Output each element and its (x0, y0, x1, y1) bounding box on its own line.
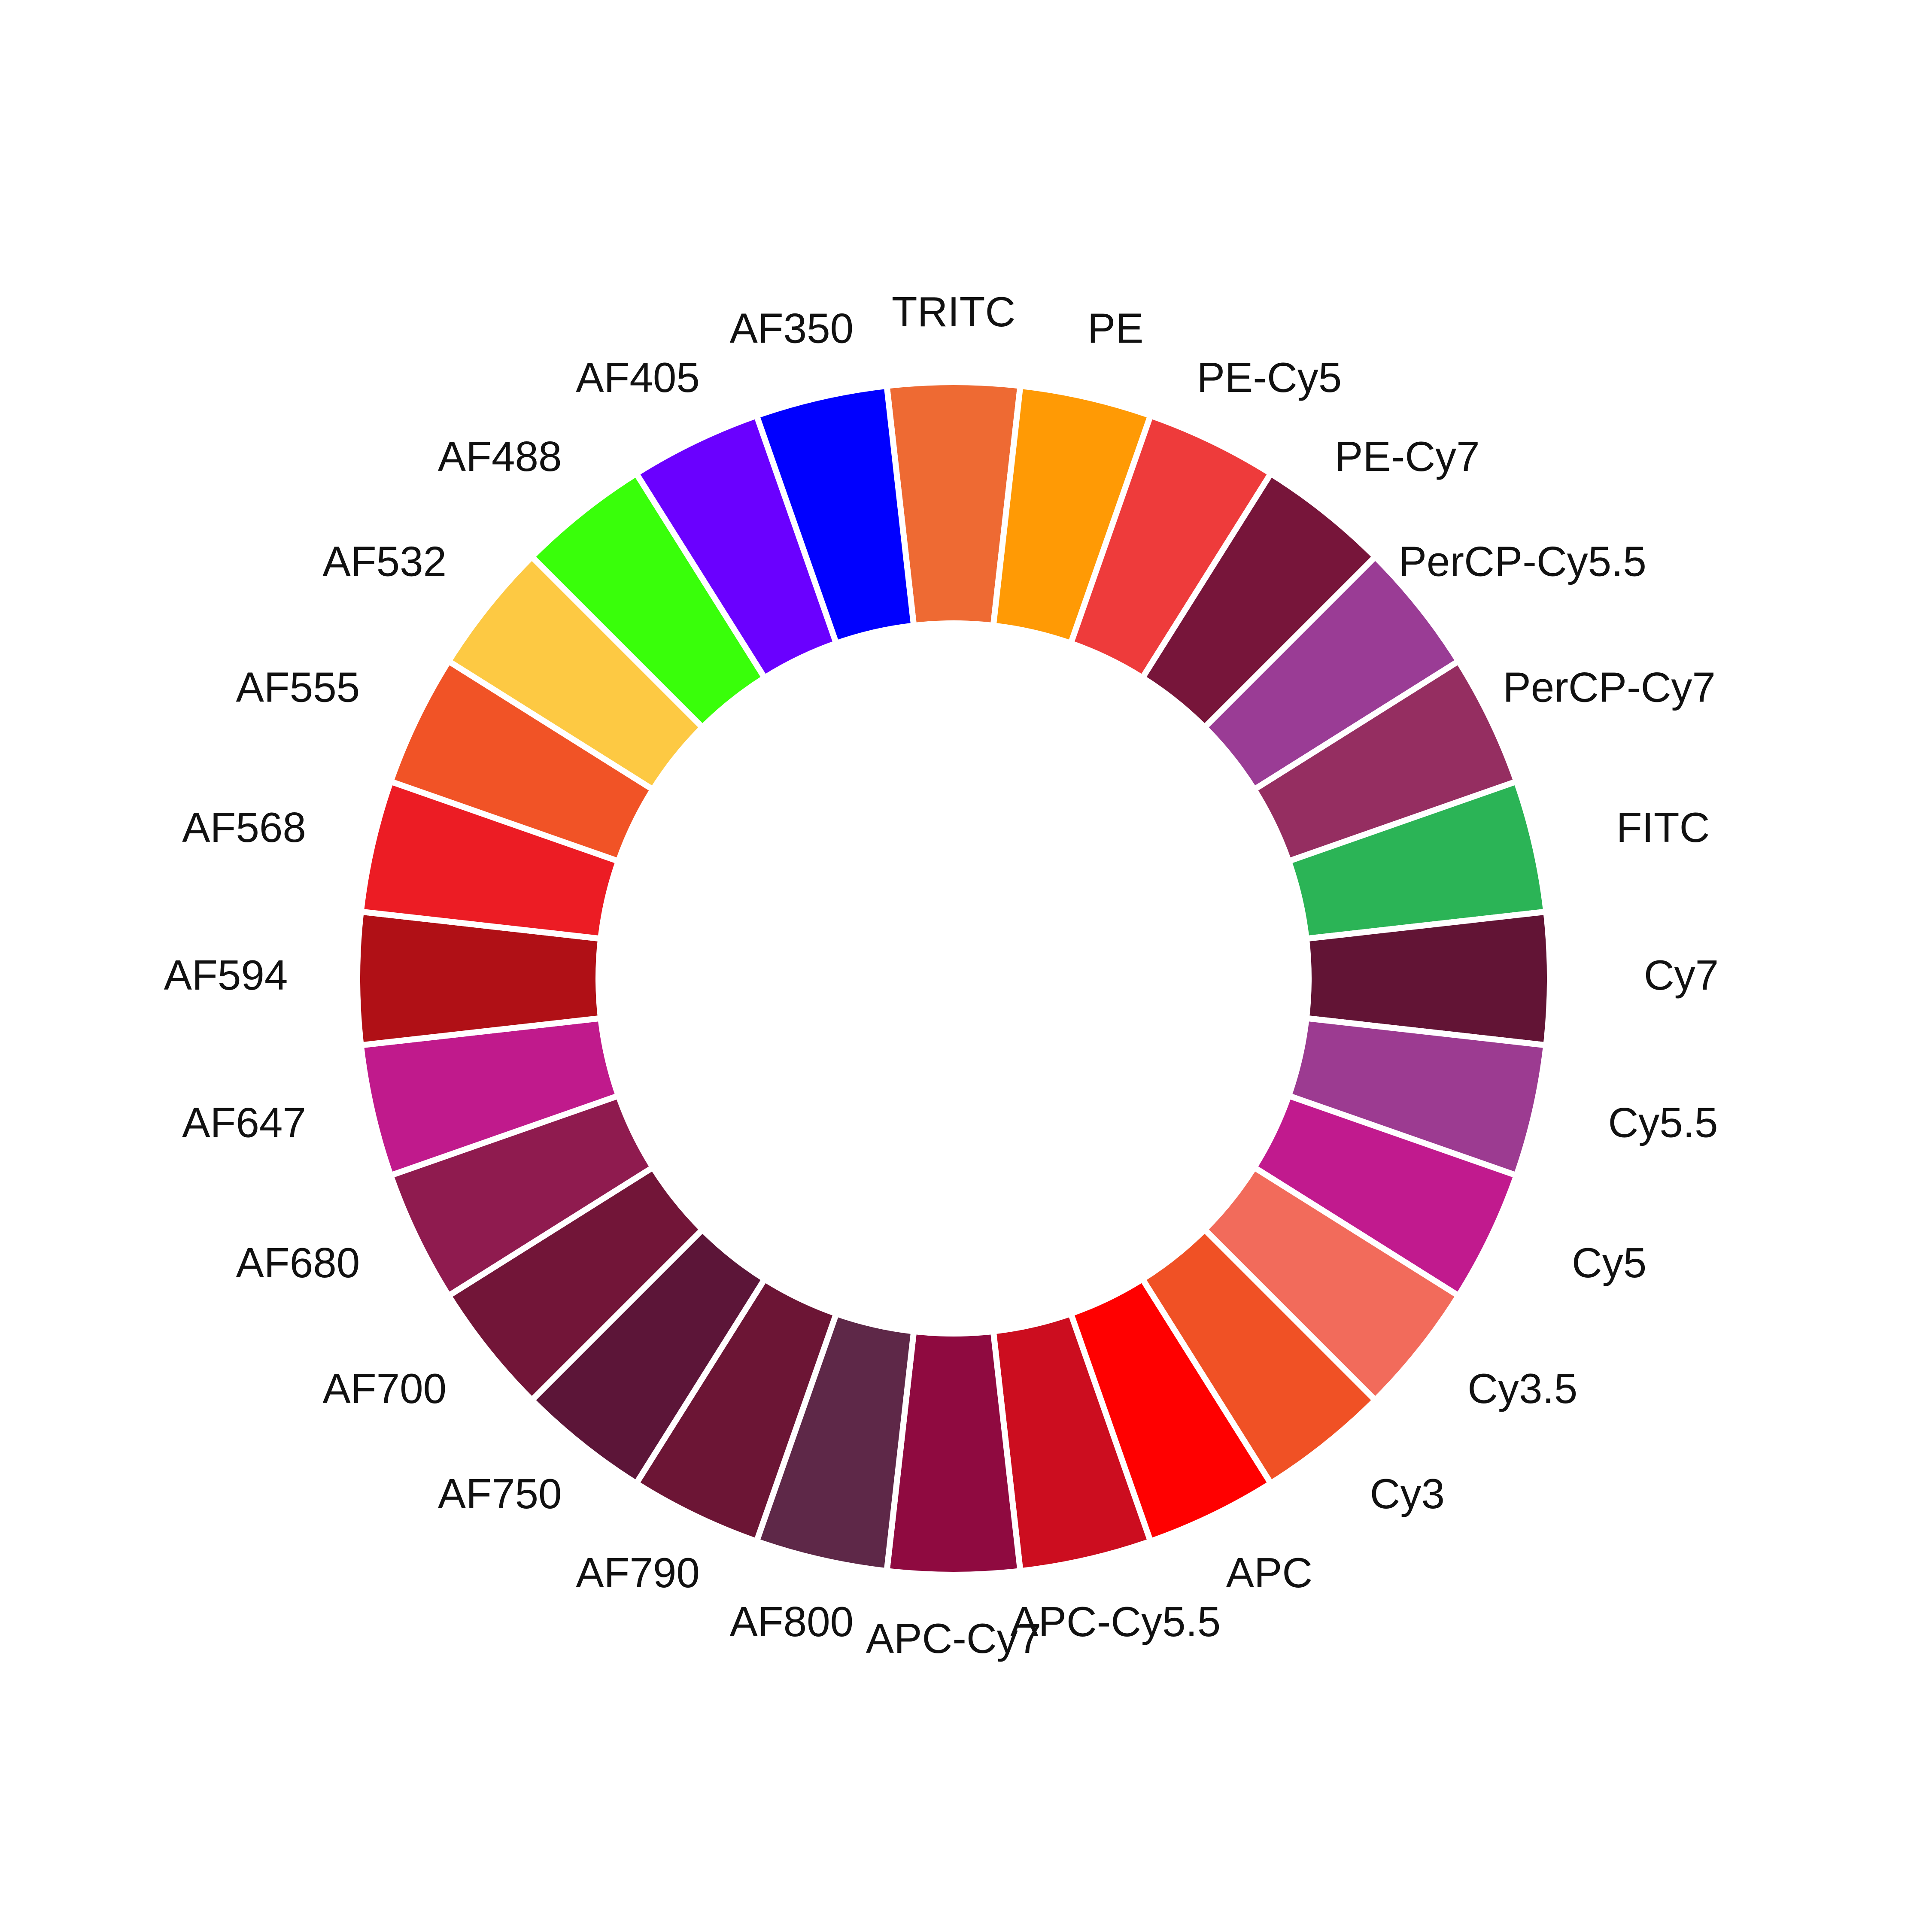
segment-label: PE-Cy5 (1197, 354, 1342, 401)
segment-label: PE (1088, 305, 1144, 352)
segment-label: Cy3 (1370, 1470, 1445, 1517)
segment-label: Cy7 (1644, 951, 1719, 999)
segment-label: PerCP-Cy5.5 (1399, 538, 1646, 585)
segment-label: APC-Cy7 (866, 1615, 1041, 1662)
segment-label: AF568 (182, 804, 306, 851)
segment-label: APC-Cy5.5 (1010, 1598, 1221, 1645)
segment-label: AF700 (322, 1365, 447, 1412)
segment-label: Cy3.5 (1467, 1365, 1577, 1412)
segment-label: AF488 (438, 433, 562, 480)
segment-label: AF405 (576, 354, 700, 401)
segment-label: AF680 (236, 1239, 360, 1286)
segment-label: PE-Cy7 (1335, 433, 1480, 480)
donut-segment (753, 382, 917, 647)
segment-label: AF750 (438, 1470, 562, 1517)
segment-label: AF555 (236, 664, 360, 711)
segment-label: PerCP-Cy7 (1503, 664, 1716, 711)
segment-label: Cy5 (1572, 1239, 1646, 1286)
segment-label: AF594 (164, 951, 288, 999)
segment-label: AF647 (182, 1099, 306, 1146)
segment-label: Cy5.5 (1608, 1099, 1718, 1146)
segment-label: AF532 (322, 538, 447, 585)
segment-label: AF790 (576, 1549, 700, 1596)
segment-label: AF800 (729, 1598, 854, 1645)
segment-label: APC (1226, 1549, 1313, 1596)
segment-label: AF350 (729, 305, 854, 352)
segment-label: FITC (1616, 804, 1710, 851)
segment-label: TRITC (892, 288, 1016, 335)
